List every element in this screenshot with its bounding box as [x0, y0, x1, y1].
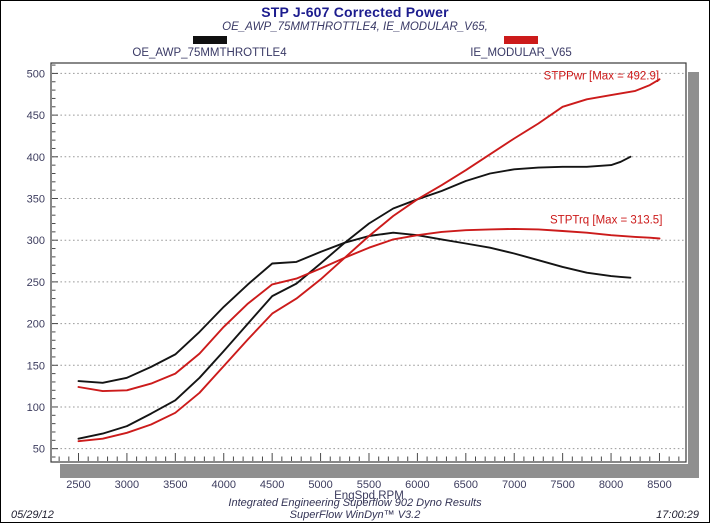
max-annotation: STPTrq [Max = 313.5]	[550, 214, 662, 226]
series-line-STPPwr_OE_AWP_75MMTHROTTLE4	[77, 155, 632, 440]
y-tick-label: 400	[27, 152, 45, 164]
x-tick-label: 7500	[550, 479, 574, 491]
page-subtitle: OE_AWP_75MMTHROTTLE4, IE_MODULAR_V65,	[222, 21, 488, 33]
x-tick-label: 7000	[502, 479, 526, 491]
legend-swatch-black	[192, 36, 227, 44]
max-annotation: STPPwr [Max = 492.9]	[544, 71, 659, 83]
report-date: 05/29/12	[11, 509, 54, 521]
x-tick-label: 5500	[357, 479, 381, 491]
y-tick-label: 100	[27, 402, 45, 414]
x-tick-label: 3500	[163, 479, 187, 491]
y-tick-label: 200	[27, 319, 45, 331]
x-tick-label: 6000	[405, 479, 429, 491]
y-tick-label: 50	[33, 444, 45, 456]
footer-software-version: SuperFlow WinDyn™ V3.2	[289, 509, 421, 521]
x-tick-label: 4000	[211, 479, 235, 491]
legend-item-oe-awp: OE_AWP_75MMTHROTTLE4	[122, 36, 297, 59]
series-line-STPPwr_IE_MODULAR_V65	[77, 78, 661, 443]
y-tick-label: 250	[27, 277, 45, 289]
legend-label-oe-awp: OE_AWP_75MMTHROTTLE4	[132, 47, 287, 59]
y-tick-label: 500	[27, 68, 45, 80]
x-tick-label: 6500	[454, 479, 478, 491]
y-tick-label: 300	[27, 235, 45, 247]
plot-shadow-bottom	[60, 464, 699, 478]
x-tick-label: 8000	[599, 479, 623, 491]
page-title: STP J-607 Corrected Power	[261, 4, 449, 20]
footer-description: Integrated Engineering Superflow 902 Dyn…	[228, 497, 482, 509]
x-tick-label: 3000	[115, 479, 139, 491]
x-tick-label: 8500	[647, 479, 671, 491]
legend-item-ie-modular: IE_MODULAR_V65	[441, 36, 601, 59]
y-tick-label: 150	[27, 360, 45, 372]
y-tick-label: 350	[27, 194, 45, 206]
x-axis-label: EngSpd RPM	[334, 490, 404, 502]
x-tick-label: 5000	[308, 479, 332, 491]
y-tick-label: 450	[27, 110, 45, 122]
report-time: 17:00:29	[656, 509, 699, 521]
series-line-STPTrq_IE_MODULAR_V65	[77, 227, 661, 393]
legend-swatch-red	[504, 36, 538, 44]
x-tick-label: 4500	[260, 479, 284, 491]
legend-label-ie-modular: IE_MODULAR_V65	[470, 47, 572, 59]
plot-shadow-right	[688, 72, 699, 475]
x-tick-label: 2500	[66, 479, 90, 491]
plot-frame	[50, 62, 687, 463]
